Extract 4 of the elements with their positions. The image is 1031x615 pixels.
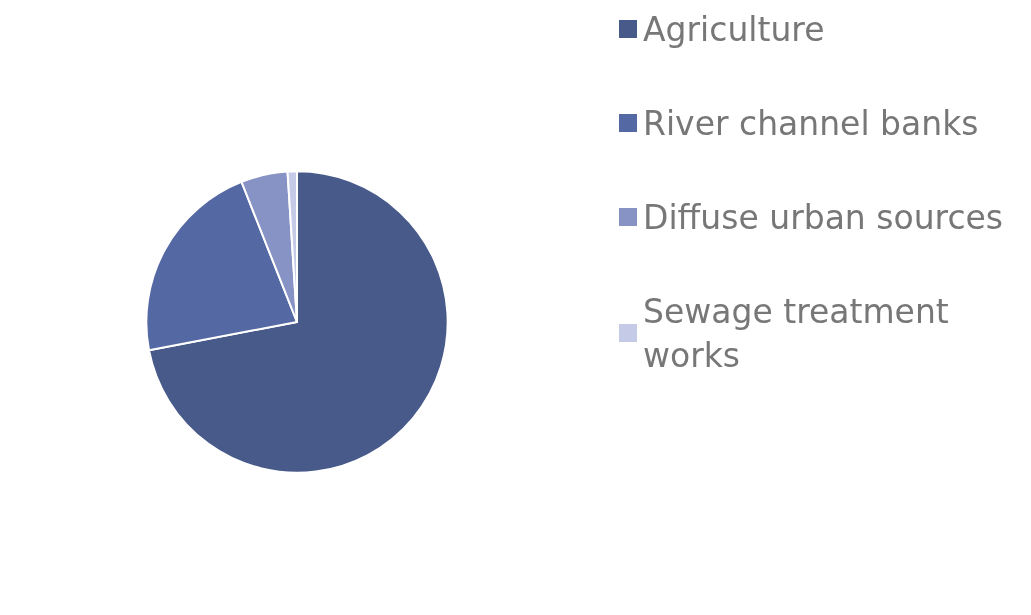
- legend-label: Agriculture: [643, 9, 825, 49]
- legend-label: Diffuse urban sources: [643, 197, 1004, 237]
- legend-label: River channel banks: [643, 103, 979, 143]
- legend-label: Sewage treatment works: [643, 291, 960, 375]
